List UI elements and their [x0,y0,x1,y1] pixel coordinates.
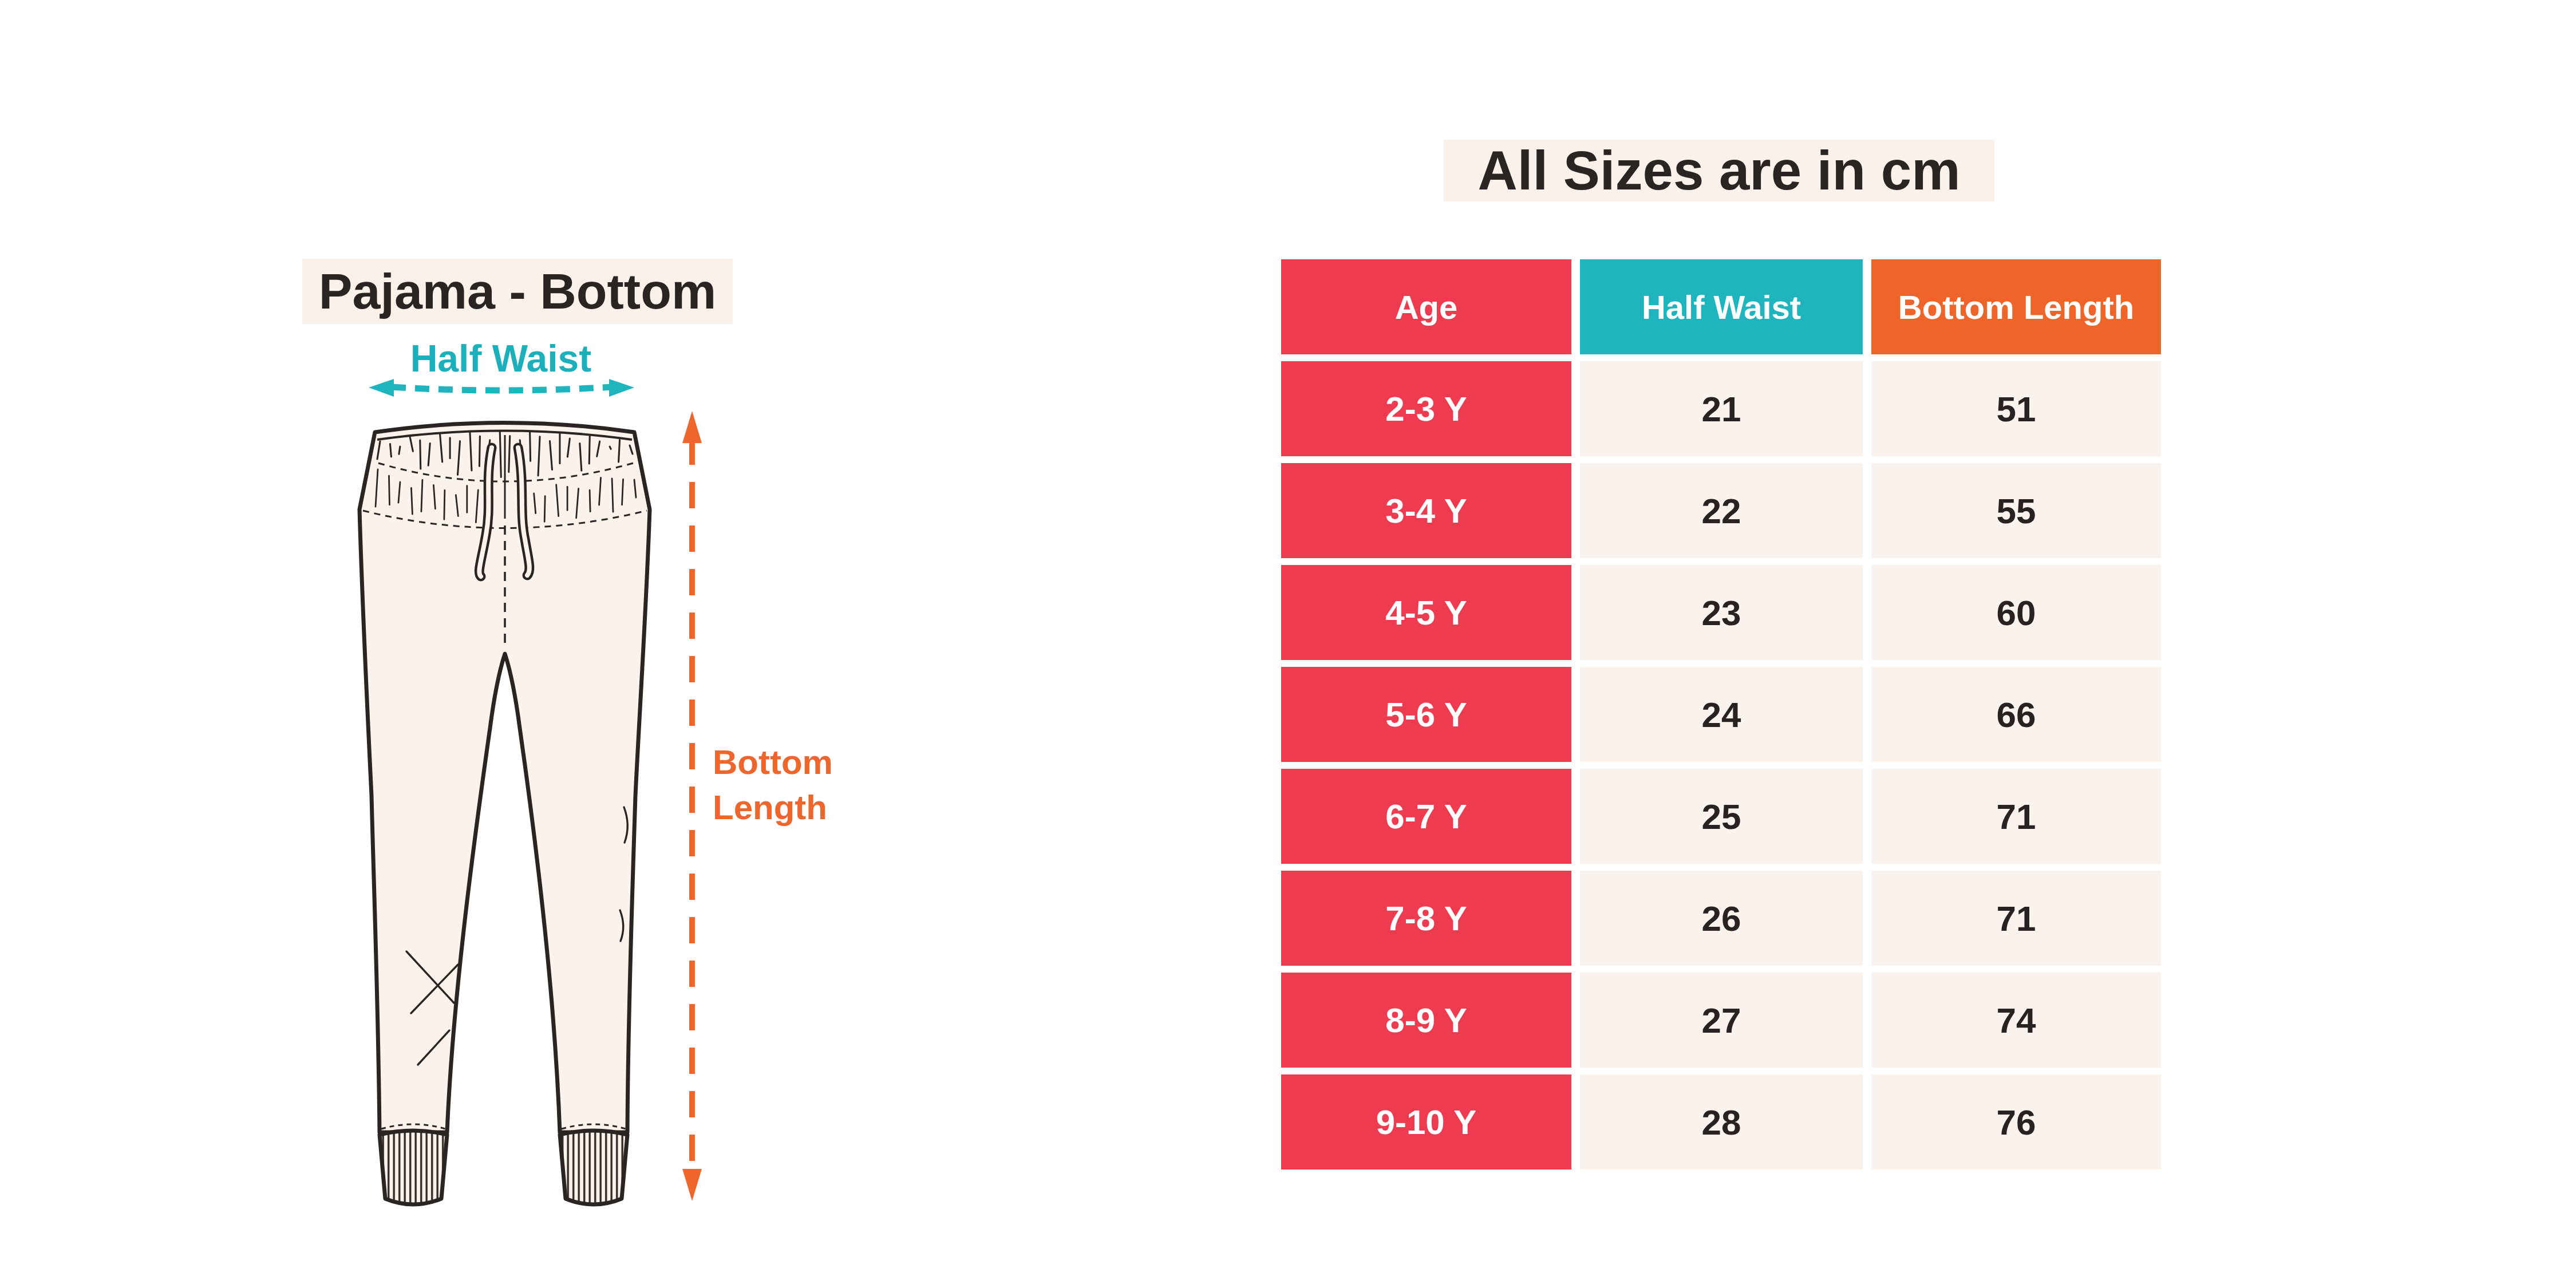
page-title: All Sizes are in cm [1444,140,1994,202]
pajama-bottom-drawing [321,406,664,1208]
age-cell: 2-3 Y [1281,361,1571,456]
length-cell: 71 [1871,769,2161,864]
half-waist-label: Half Waist [352,337,650,380]
column-header-half-waist: Half Waist [1580,259,1863,354]
age-cell: 6-7 Y [1281,769,1571,864]
waist-cell: 25 [1580,769,1863,864]
bottom-length-line2: Length [713,785,884,830]
age-cell: 7-8 Y [1281,871,1571,966]
age-cell: 8-9 Y [1281,973,1571,1068]
right-cuff [560,1131,627,1204]
diagram-title: Pajama - Bottom [302,259,733,324]
age-cell: 4-5 Y [1281,565,1571,660]
column-header-bottom-length: Bottom Length [1871,259,2161,354]
waist-cell: 23 [1580,565,1863,660]
pajama-sketch [321,406,664,1208]
left-cuff [380,1131,447,1204]
waist-cell: 24 [1580,667,1863,762]
bottom-length-line1: Bottom [713,740,884,785]
column-header-age: Age [1281,259,1571,354]
length-cell: 66 [1871,667,2161,762]
waist-cell: 26 [1580,871,1863,966]
size-guide-page: { "title": "All Sizes are in cm", "diagr… [0,0,2576,1288]
waist-cell: 22 [1580,463,1863,558]
half-waist-arrow-icon [368,379,635,398]
age-cell: 9-10 Y [1281,1074,1571,1170]
length-cell: 51 [1871,361,2161,456]
age-cell: 3-4 Y [1281,463,1571,558]
age-cell: 5-6 Y [1281,667,1571,762]
waist-cell: 21 [1580,361,1863,456]
length-cell: 55 [1871,463,2161,558]
waist-cell: 27 [1580,973,1863,1068]
length-cell: 76 [1871,1074,2161,1170]
length-cell: 71 [1871,871,2161,966]
bottom-length-label: Bottom Length [713,740,884,830]
size-table: Age Half Waist Bottom Length 2-3 Y 21 51… [1281,259,2161,1170]
length-cell: 74 [1871,973,2161,1068]
waist-cell: 28 [1580,1074,1863,1170]
length-cell: 60 [1871,565,2161,660]
bottom-length-arrow-icon [679,411,705,1201]
